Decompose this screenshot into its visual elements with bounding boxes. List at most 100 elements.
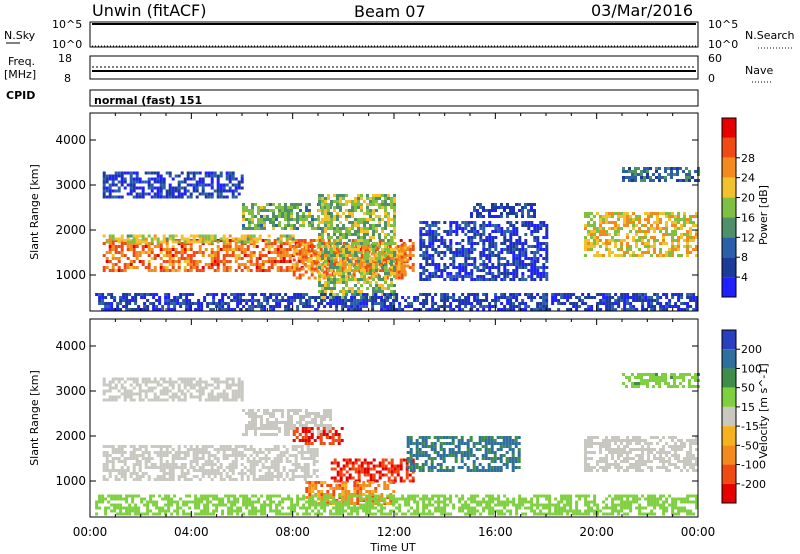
range-time-cell [141,260,145,263]
range-time-cell [643,176,646,179]
range-time-cell [111,457,115,460]
range-time-cell [201,475,205,478]
range-time-cell [231,451,235,454]
range-time-cell [512,275,516,278]
range-time-cell [692,293,696,296]
range-time-cell [264,448,268,451]
range-time-cell [350,302,354,305]
range-time-cell [292,267,296,271]
range-time-cell [524,305,528,308]
range-time-cell [186,248,190,251]
range-time-cell [440,239,444,242]
range-time-cell [266,427,269,430]
range-time-cell [394,270,398,274]
range-time-cell [273,466,277,469]
range-time-cell [111,386,115,390]
range-time-cell [275,433,278,436]
range-time-cell [108,183,112,187]
range-time-cell [602,242,605,245]
range-time-cell [372,287,375,290]
range-time-cell [584,296,588,299]
range-time-cell [575,305,579,308]
range-time-cell [267,234,271,238]
range-time-cell [560,302,564,305]
range-time-cell [647,218,650,221]
range-time-cell [632,227,635,230]
range-time-cell [536,260,540,263]
range-time-cell [683,239,686,242]
range-time-cell [533,278,537,281]
range-time-cell [351,248,354,251]
range-time-cell [300,457,304,460]
range-time-cell [330,200,333,203]
range-time-cell [266,203,269,206]
range-time-cell [213,171,217,175]
range-time-cell [288,260,292,263]
range-time-cell [485,254,489,257]
range-time-cell [177,478,181,481]
range-time-cell [361,249,365,253]
range-time-cell [336,203,339,206]
range-time-cell [623,305,627,308]
range-time-cell [351,209,354,212]
range-time-cell [248,218,251,221]
range-time-cell [201,240,205,244]
range-time-cell [644,233,647,236]
range-time-cell [228,248,232,251]
range-time-cell [387,224,390,227]
range-time-cell [596,302,600,305]
range-time-cell [470,263,474,266]
range-time-cell [434,266,438,269]
range-time-cell [144,180,148,184]
range-time-cell [159,192,163,196]
range-time-cell [647,215,650,218]
range-time-cell [503,209,506,212]
range-time-cell [168,451,172,454]
range-time-cell [628,170,631,173]
range-time-cell [216,448,220,451]
range-time-cell [282,242,286,245]
range-time-cell [147,266,151,269]
range-time-cell [357,260,360,263]
range-time-cell [354,221,357,224]
range-time-cell [155,293,159,296]
range-time-cell [222,195,226,199]
range-time-cell [620,299,624,302]
range-time-cell [120,195,124,199]
range-time-cell [685,179,688,182]
range-time-cell [189,195,193,199]
range-time-cell [276,475,280,478]
range-time-cell [258,257,262,260]
range-time-cell [299,203,302,206]
range-time-cell [141,248,145,251]
range-time-cell [378,269,382,272]
range-time-cell [108,245,112,248]
range-time-cell [143,305,147,308]
range-time-cell [201,451,205,454]
range-time-cell [605,299,609,302]
range-time-cell [341,299,345,302]
range-time-cell [503,233,507,236]
range-time-cell [679,179,682,182]
range-time-cell [156,475,160,478]
range-time-cell [212,293,216,296]
range-time-cell [162,240,166,244]
range-time-cell [360,206,363,209]
range-time-cell [125,308,129,311]
range-time-cell [428,230,432,233]
range-time-cell [680,293,684,296]
range-time-cell [339,233,342,236]
range-time-cell [156,171,160,175]
range-time-cell [141,237,145,241]
range-time-cell [482,245,486,248]
range-time-cell [156,454,160,457]
range-time-cell [317,424,320,427]
range-time-cell [593,236,596,239]
range-time-cell [192,466,196,469]
range-time-cell [333,458,337,462]
range-time-cell [287,421,290,424]
range-time-cell [105,445,109,448]
range-time-cell [180,237,184,241]
range-time-cell [210,445,214,448]
beam-title: Beam 07 [354,2,426,21]
